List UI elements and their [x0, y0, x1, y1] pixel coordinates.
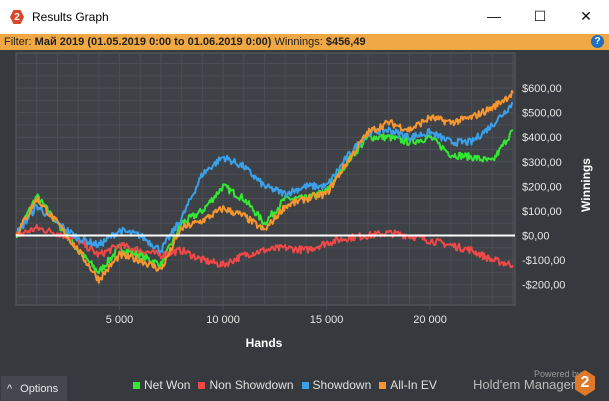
- maximize-button[interactable]: ☐: [533, 7, 547, 24]
- legend-swatch: [379, 381, 387, 389]
- series-line-all-in-ev: [15, 90, 514, 284]
- y-tick-label: -$200,00: [522, 280, 565, 292]
- app-logo-icon: 2: [10, 10, 24, 24]
- legend-item[interactable]: All-In EV: [379, 378, 437, 392]
- winnings-value: $456,49: [325, 36, 366, 48]
- y-tick-label: -$100,00: [522, 255, 565, 267]
- chart-legend: Net Won Non Showdown Showdown All-In EV: [133, 378, 437, 392]
- y-tick-label: $100,00: [522, 206, 562, 218]
- plot-area: [15, 52, 516, 306]
- legend-label: Showdown: [312, 378, 372, 392]
- legend-label: Net Won: [144, 378, 191, 392]
- legend-item[interactable]: Net Won: [133, 378, 190, 392]
- series-line-net-won: [15, 129, 514, 275]
- y-tick-label: $600,00: [522, 83, 562, 95]
- y-tick-label: $200,00: [522, 181, 562, 193]
- holdem-manager-logo-icon: 2: [575, 370, 595, 396]
- series-line-showdown: [15, 101, 514, 254]
- series-line-non-showdown: [15, 223, 514, 269]
- y-tick-label: $400,00: [522, 132, 562, 144]
- powered-by-text: Powered by: [534, 369, 582, 379]
- chevron-up-icon: ^: [7, 382, 13, 395]
- options-button[interactable]: ^ Options: [1, 376, 67, 401]
- window-title: Results Graph: [32, 10, 109, 24]
- filter-label: Filter:: [4, 36, 32, 48]
- x-axis-label: Hands: [246, 336, 283, 350]
- legend-swatch: [301, 381, 309, 389]
- y-axis-label: Winnings: [579, 158, 593, 212]
- minimize-button[interactable]: —: [487, 8, 501, 24]
- title-bar: 2 Results Graph — ☐ ✕: [0, 0, 609, 34]
- legend-swatch: [133, 381, 140, 389]
- filter-value: Май 2019 (01.05.2019 0:00 to 01.06.2019 …: [34, 36, 272, 48]
- x-tick-label: 10 000: [206, 314, 240, 326]
- y-tick-label: $500,00: [522, 108, 562, 120]
- filter-bar: Filter: Май 2019 (01.05.2019 0:00 to 01.…: [0, 34, 609, 50]
- results-chart: 5 000 10 000 15 000 20 000 $600,00 $500,00 $40…: [15, 52, 593, 350]
- x-tick-label: 5 000: [106, 314, 134, 326]
- legend-item[interactable]: Non Showdown: [198, 378, 294, 392]
- legend-swatch: [198, 381, 206, 389]
- help-icon[interactable]: ?: [591, 35, 604, 48]
- legend-label: Non Showdown: [209, 378, 294, 392]
- brand-name: Hold'em Manager: [473, 377, 576, 392]
- winnings-label: Winnings:: [274, 36, 323, 48]
- options-label: Options: [20, 382, 59, 395]
- legend-item[interactable]: Showdown: [301, 378, 372, 392]
- y-tick-label: $0,00: [522, 230, 550, 242]
- x-tick-label: 15 000: [310, 314, 344, 326]
- legend-label: All-In EV: [390, 378, 437, 392]
- close-button[interactable]: ✕: [580, 7, 592, 24]
- x-tick-label: 20 000: [413, 314, 447, 326]
- y-tick-label: $300,00: [522, 157, 562, 169]
